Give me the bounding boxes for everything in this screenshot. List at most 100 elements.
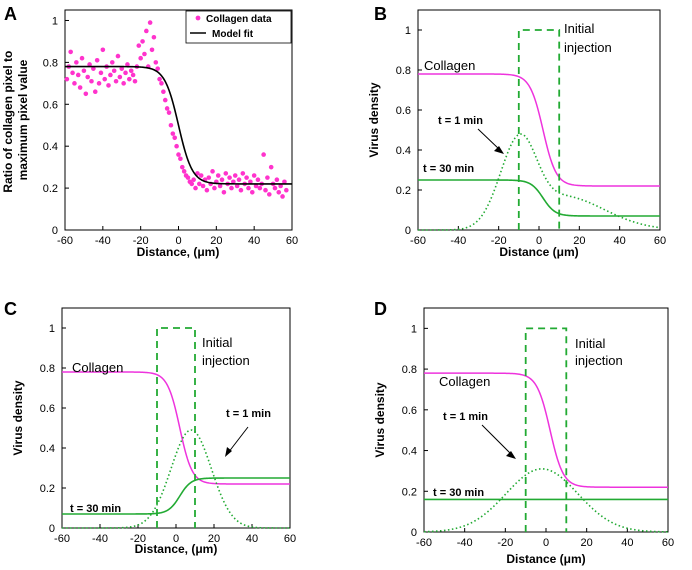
data-point-17 [96, 81, 102, 86]
y-tick-label-d-0: 0 [411, 527, 417, 539]
series-model-fit-a [65, 65, 292, 185]
x-tick-label-a-6: 60 [286, 235, 298, 247]
data-point-30 [121, 81, 126, 86]
y-tick-label-a-1: 0.2 [43, 183, 58, 195]
data-point-101 [255, 177, 261, 183]
y-tick-label-c-1: 0.2 [40, 483, 55, 495]
annotation-t30-b: t = 30 min [423, 163, 474, 175]
x-tick-label-d-1: -40 [457, 537, 473, 549]
y-tick-label-d-5: 1 [411, 323, 417, 335]
data-point-98 [249, 189, 255, 195]
data-point-115 [282, 179, 287, 185]
data-point-27 [115, 53, 121, 59]
annotation-arrowhead-t1-d [506, 451, 516, 459]
y-tick-label-a-5: 1 [52, 15, 58, 27]
data-point-84 [223, 171, 229, 176]
data-point-91 [236, 177, 242, 183]
x-tick-label-d-0: -60 [416, 537, 432, 549]
y-tick-label-c-0: 0 [49, 523, 55, 535]
y-tick-label-d-3: 0.6 [402, 405, 417, 417]
data-point-57 [172, 135, 178, 141]
data-point-59 [176, 152, 181, 157]
data-point-77 [210, 169, 215, 174]
x-tick-label-c-4: 20 [208, 533, 220, 545]
annotation-initial-b: Initial [564, 21, 594, 36]
x-tick-label-b-5: 40 [614, 235, 626, 247]
data-point-19 [100, 47, 106, 53]
legend-marker-collagen-data [195, 15, 201, 21]
data-point-96 [246, 185, 251, 191]
annotation-arrow-t1-c [227, 426, 249, 454]
data-point-0 [64, 76, 70, 82]
legend-box-a [185, 10, 292, 44]
data-point-87 [229, 185, 234, 191]
y-tick-label-b-3: 0.6 [396, 105, 411, 117]
data-point-62 [181, 169, 187, 174]
series-collagen-b [418, 73, 660, 187]
x-tick-label-b-6: 60 [654, 235, 666, 247]
x-tick-label-b-3: 0 [536, 235, 542, 247]
series-collagen-c [62, 371, 290, 485]
y-tick-label-c-5: 1 [49, 323, 55, 335]
data-point-28 [117, 74, 123, 80]
data-point-18 [98, 70, 104, 76]
x-tick-label-c-2: -20 [130, 533, 146, 545]
data-point-74 [204, 187, 210, 193]
y-ticks-b: 0 0.2 0.4 0.6 0.8 1 [396, 25, 422, 237]
data-point-16 [94, 57, 100, 63]
x-tick-label-a-0: -60 [57, 235, 73, 247]
data-point-34 [128, 68, 134, 74]
data-point-58 [174, 143, 179, 149]
data-point-46 [151, 34, 157, 40]
data-point-31 [123, 70, 128, 76]
data-point-2 [68, 49, 73, 55]
data-point-83 [221, 189, 227, 195]
series-t-30-min-b [418, 179, 660, 217]
data-point-71 [198, 173, 204, 178]
x-axis-label-c: Distance, (μm) [135, 542, 218, 556]
data-point-6 [75, 72, 81, 78]
data-point-49 [157, 76, 162, 82]
y-tick-label-d-1: 0.2 [402, 486, 417, 498]
annotation-t30-d: t = 30 min [433, 487, 484, 499]
x-ticks-d: -60 -40 -20 0 20 40 60 [416, 528, 674, 549]
data-point-72 [200, 183, 206, 189]
data-point-24 [109, 60, 115, 65]
data-point-78 [212, 185, 217, 191]
data-point-15 [92, 89, 98, 95]
x-tick-label-d-6: 60 [662, 537, 674, 549]
annotation-injection-d: injection [575, 353, 623, 368]
x-tick-label-a-5: 40 [248, 235, 260, 247]
data-point-33 [127, 76, 132, 82]
data-point-12 [87, 62, 92, 67]
data-point-35 [130, 72, 136, 78]
x-ticks-a: -60 -40 -20 0 20 40 60 [57, 226, 298, 247]
data-point-88 [231, 179, 236, 185]
data-point-41 [142, 51, 147, 57]
y-tick-label-b-5: 1 [405, 25, 411, 37]
data-point-67 [191, 177, 196, 183]
data-point-107 [267, 192, 272, 197]
data-point-86 [227, 175, 232, 180]
data-point-11 [85, 74, 90, 80]
annotation-arrow-t1-d [481, 424, 513, 456]
y-tick-label-a-2: 0.4 [43, 141, 58, 153]
legend-label-collagen-data: Collagen data [206, 14, 272, 25]
panel-a: A -60 -40 -20 0 20 40 60 0 0.2 0.4 0.6 0.8 1 Collag… [1, 4, 298, 259]
data-point-29 [119, 66, 125, 71]
x-axis-label-b: Distance (μm) [499, 245, 578, 259]
data-point-48 [155, 66, 160, 71]
x-tick-label-d-5: 40 [621, 537, 633, 549]
data-point-7 [77, 85, 83, 90]
data-point-51 [161, 89, 166, 95]
y-tick-label-b-0: 0 [405, 225, 411, 237]
x-tick-label-a-4: 20 [210, 235, 222, 247]
annotation-arrowhead-t1-c [225, 447, 232, 457]
x-tick-label-d-4: 20 [581, 537, 593, 549]
data-point-45 [149, 47, 155, 53]
y-tick-label-c-4: 0.8 [40, 363, 55, 375]
panel-label-d: D [374, 299, 387, 319]
data-point-80 [215, 173, 221, 178]
data-point-4 [72, 81, 77, 86]
y-tick-label-a-0: 0 [52, 225, 58, 237]
